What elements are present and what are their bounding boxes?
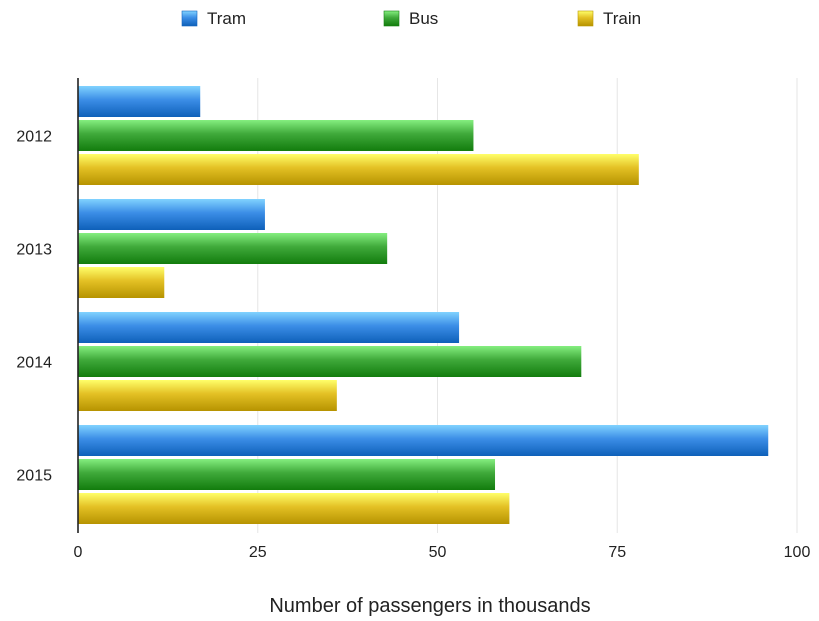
bar-2013-train [78,267,165,298]
x-tick-label-25: 25 [249,544,267,561]
legend-label-train: Train [603,9,641,28]
y-tick-labels: 2012 2013 2014 2015 [16,129,52,485]
bar-2012-tram [78,86,201,117]
bar-2015-tram [78,425,769,456]
y-tick-label-2013: 2013 [16,242,52,259]
y-tick-label-2014: 2014 [16,355,52,372]
bar-2014-tram [78,312,460,343]
legend-swatch-bus [383,10,400,27]
legend-swatch-train [577,10,594,27]
bar-2012-train [78,154,639,185]
bar-2013-bus [78,233,388,264]
bars [78,86,769,524]
bar-2012-bus [78,120,474,151]
gridlines [257,78,798,533]
x-tick-label-0: 0 [74,544,83,561]
x-tick-labels: 0 25 50 75 100 [74,544,811,561]
bar-2014-bus [78,346,582,377]
bar-2013-tram [78,199,265,230]
y-tick-label-2012: 2012 [16,129,52,146]
legend-label-tram: Tram [207,9,246,28]
legend: Tram Bus Train [181,9,641,28]
x-tick-label-50: 50 [429,544,447,561]
y-tick-label-2015: 2015 [16,468,52,485]
legend-label-bus: Bus [409,9,438,28]
x-tick-label-75: 75 [608,544,626,561]
x-axis-title: Number of passengers in thousands [269,595,590,617]
x-tick-label-100: 100 [784,544,811,561]
bar-2014-train [78,380,337,411]
bar-2015-train [78,493,510,524]
bar-2015-bus [78,459,496,490]
legend-swatch-tram [181,10,198,27]
